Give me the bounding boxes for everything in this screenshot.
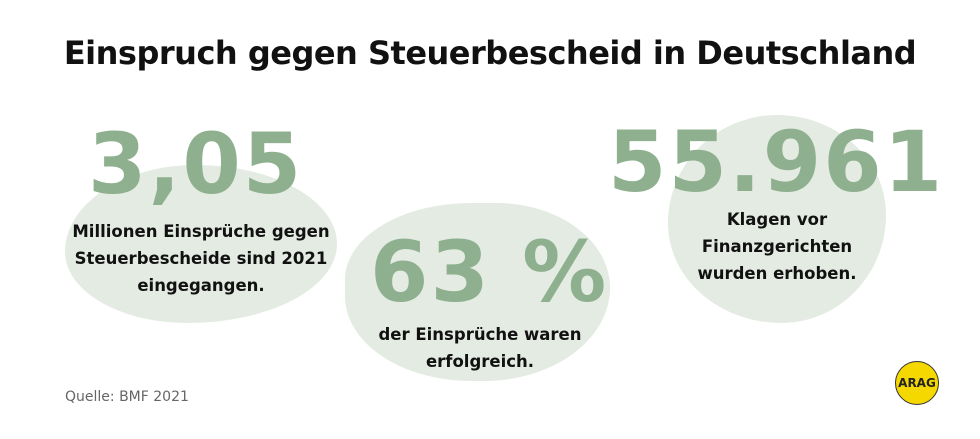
- stat-line: eingegangen.: [137, 276, 265, 295]
- blob-background-2: [345, 203, 610, 381]
- stat-description-3: Klagen vor Finanzgerichten wurden erhobe…: [668, 206, 886, 287]
- stat-value-2: 63 %: [370, 223, 609, 321]
- stat-line: erfolgreich.: [425, 352, 535, 371]
- stat-line: Steuerbescheide sind 2021: [74, 249, 328, 268]
- blob-background-1: [65, 165, 337, 323]
- stat-line: Finanzgerichten: [701, 237, 853, 256]
- source-note: Quelle: BMF 2021: [65, 389, 189, 405]
- blob-background-3: [668, 115, 886, 323]
- page-title: Einspruch gegen Steuerbescheid in Deutsc…: [63, 34, 917, 72]
- stat-value-1: 3,05: [88, 115, 304, 213]
- stat-line: Klagen vor: [726, 210, 828, 229]
- arag-logo: ARAG: [895, 361, 939, 405]
- stat-line: Millionen Einsprüche gegen: [72, 222, 330, 241]
- stat-line: wurden erhoben.: [697, 264, 857, 283]
- stat-value-3: 55.961: [608, 113, 945, 211]
- stat-description-1: Millionen Einsprüche gegen Steuerbeschei…: [60, 218, 342, 299]
- stat-line: der Einsprüche waren: [378, 325, 582, 344]
- stat-description-2: der Einsprüche waren erfolgreich.: [345, 321, 615, 375]
